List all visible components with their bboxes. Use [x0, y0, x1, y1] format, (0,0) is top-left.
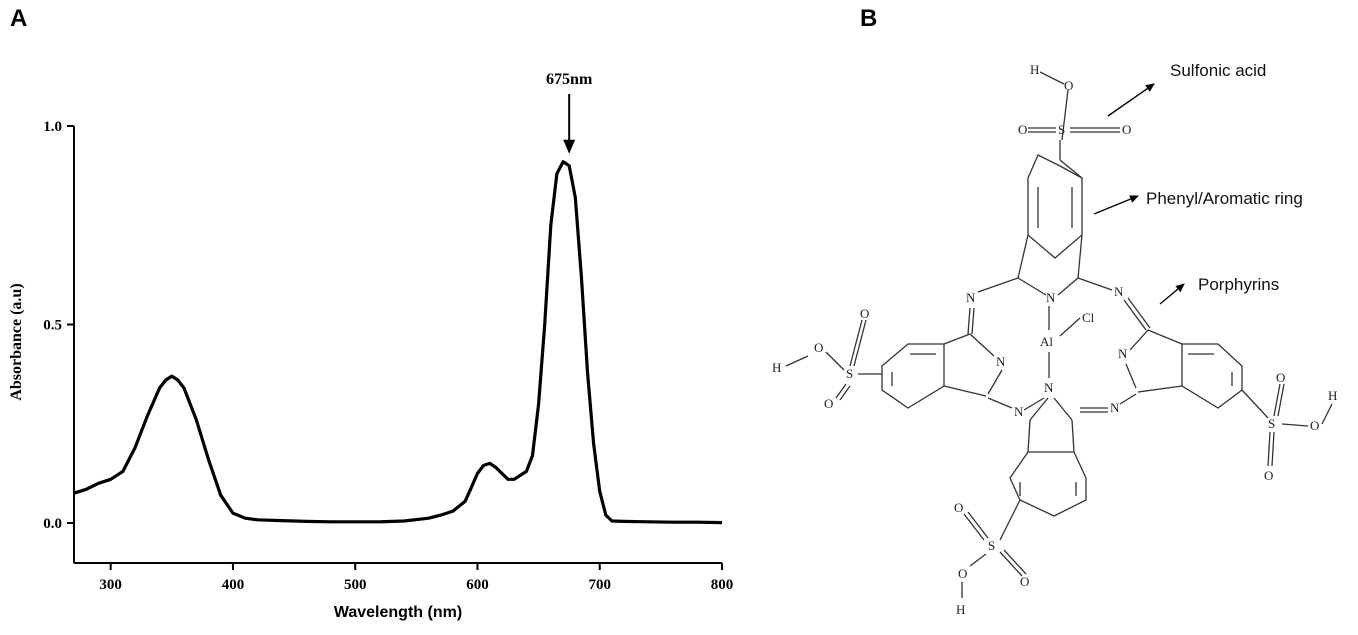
callout-porphyrins-arrow [1159, 283, 1185, 305]
panel-a-letter: A [10, 5, 27, 32]
atom-h-top: H [1030, 62, 1039, 77]
atom-h-right: H [1328, 388, 1337, 403]
atom-cl: Cl [1082, 310, 1095, 325]
atom-n-bottom-center: N [1044, 380, 1054, 395]
atom-n-bridge-left: N [966, 290, 976, 305]
bottom-benzene-ring [1009, 451, 1087, 517]
atom-s-bottom: S [988, 538, 995, 553]
atom-o-bottom-right: O [1020, 574, 1029, 589]
callout-sulfonic-arrow [1107, 83, 1155, 117]
atom-o-right-top: O [1276, 370, 1285, 385]
atom-o-left: O [814, 340, 823, 355]
callout-sulfonic-label: Sulfonic acid [1170, 61, 1266, 80]
callout-phenyl-label: Phenyl/Aromatic ring [1146, 189, 1303, 208]
x-tick-label: 600 [466, 577, 489, 593]
atom-o-top-right: O [1122, 122, 1131, 137]
absorbance-series-line [73, 160, 723, 525]
panel-b-letter: B [860, 5, 877, 32]
x-tick-label: 700 [588, 577, 611, 593]
atom-o-bottom: O [958, 566, 967, 581]
atom-al: Al [1040, 334, 1053, 349]
callout-phenyl-arrow [1093, 195, 1139, 215]
atom-o-top: O [1064, 78, 1073, 93]
atom-o-right-bottom: O [1264, 468, 1273, 483]
x-tick-label: 400 [222, 577, 245, 593]
atom-s-left: S [846, 366, 853, 381]
atom-h-left: H [772, 360, 781, 375]
atom-n-top-center: N [1046, 290, 1056, 305]
atom-n-bridge-bottom-right: N [1110, 400, 1120, 415]
atom-s-top: S [1058, 122, 1065, 137]
atom-n-bridge-bottom-left: N [1014, 404, 1024, 419]
x-tick-label: 500 [344, 577, 367, 593]
atom-o-top-left: O [1018, 122, 1027, 137]
atom-o-bottom-top: O [954, 500, 963, 515]
x-tick-label: 800 [711, 577, 734, 593]
x-axis-title: Wavelength (nm) [334, 604, 462, 621]
peak-label: 675nm [546, 71, 593, 88]
y-tick-label: 1.0 [43, 119, 62, 135]
y-tick-label: 0.5 [43, 318, 62, 334]
atom-n-bridge-right: N [1114, 284, 1124, 299]
y-tick-label: 0.0 [43, 516, 62, 532]
phthalocyanine-structure: S O O O H N Al Cl N N N N S O [772, 61, 1337, 617]
peak-arrow-head [563, 139, 576, 154]
x-ticks: 300 400 500 600 700 800 [99, 563, 733, 593]
atom-o-left-top: O [860, 306, 869, 321]
atom-o-right: O [1310, 418, 1319, 433]
peak-annotations: 675nm [546, 71, 593, 154]
y-axis-title: Absorbance (a.u) [8, 283, 25, 400]
y-ticks: 0.0 0.5 1.0 [43, 119, 74, 532]
atom-h-bottom: H [956, 602, 965, 617]
atom-n-right-ring: N [1118, 346, 1128, 361]
atom-n-left-ring: N [996, 354, 1006, 369]
atom-s-right: S [1268, 416, 1275, 431]
atom-o-left-bottom: O [824, 396, 833, 411]
x-tick-label: 300 [99, 577, 122, 593]
absorbance-chart: 0.0 0.5 1.0 300 400 500 600 700 800 675nm Wavel… [8, 71, 733, 621]
top-benzene-ring [1027, 154, 1083, 259]
callout-porphyrins-label: Porphyrins [1198, 275, 1279, 294]
